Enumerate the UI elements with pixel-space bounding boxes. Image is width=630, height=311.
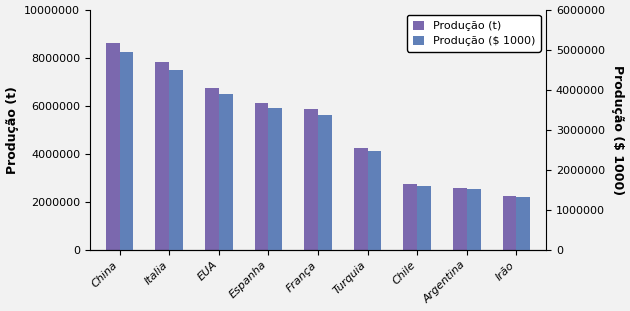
Bar xyxy=(453,188,467,250)
Bar xyxy=(156,63,169,250)
Bar xyxy=(120,52,134,250)
Bar xyxy=(318,114,332,250)
Bar xyxy=(503,197,517,250)
Bar xyxy=(367,151,382,250)
Bar xyxy=(255,103,268,250)
Bar xyxy=(353,148,367,250)
Bar xyxy=(517,197,530,250)
Bar xyxy=(268,108,282,250)
Y-axis label: Produção (t): Produção (t) xyxy=(6,86,18,174)
Y-axis label: Produção ($ 1000): Produção ($ 1000) xyxy=(612,65,624,195)
Bar xyxy=(106,43,120,250)
Bar xyxy=(219,94,232,250)
Legend: Produção (t), Produção ($ 1000): Produção (t), Produção ($ 1000) xyxy=(407,15,541,52)
Bar xyxy=(169,70,183,250)
Bar xyxy=(467,189,481,250)
Bar xyxy=(205,88,219,250)
Bar xyxy=(417,186,431,250)
Bar xyxy=(403,184,417,250)
Bar xyxy=(304,109,318,250)
